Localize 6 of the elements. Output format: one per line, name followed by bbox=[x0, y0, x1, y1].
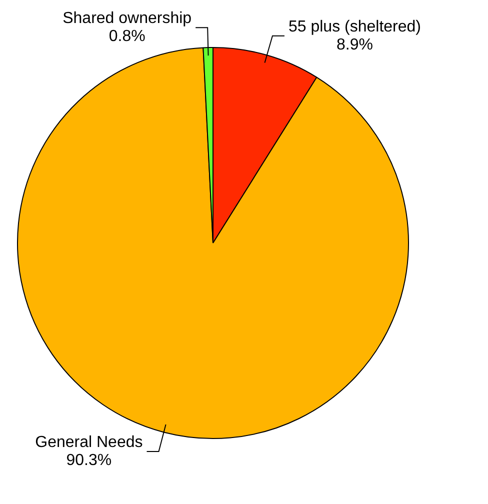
slice-label: 55 plus (sheltered) bbox=[288, 18, 421, 36]
slice-label: General Needs bbox=[35, 434, 143, 451]
data-label: 0.8% bbox=[108, 28, 146, 45]
slice-label: Shared ownership bbox=[62, 10, 192, 27]
data-label: 8.9% bbox=[336, 36, 373, 54]
data-label: 90.3% bbox=[66, 452, 112, 469]
